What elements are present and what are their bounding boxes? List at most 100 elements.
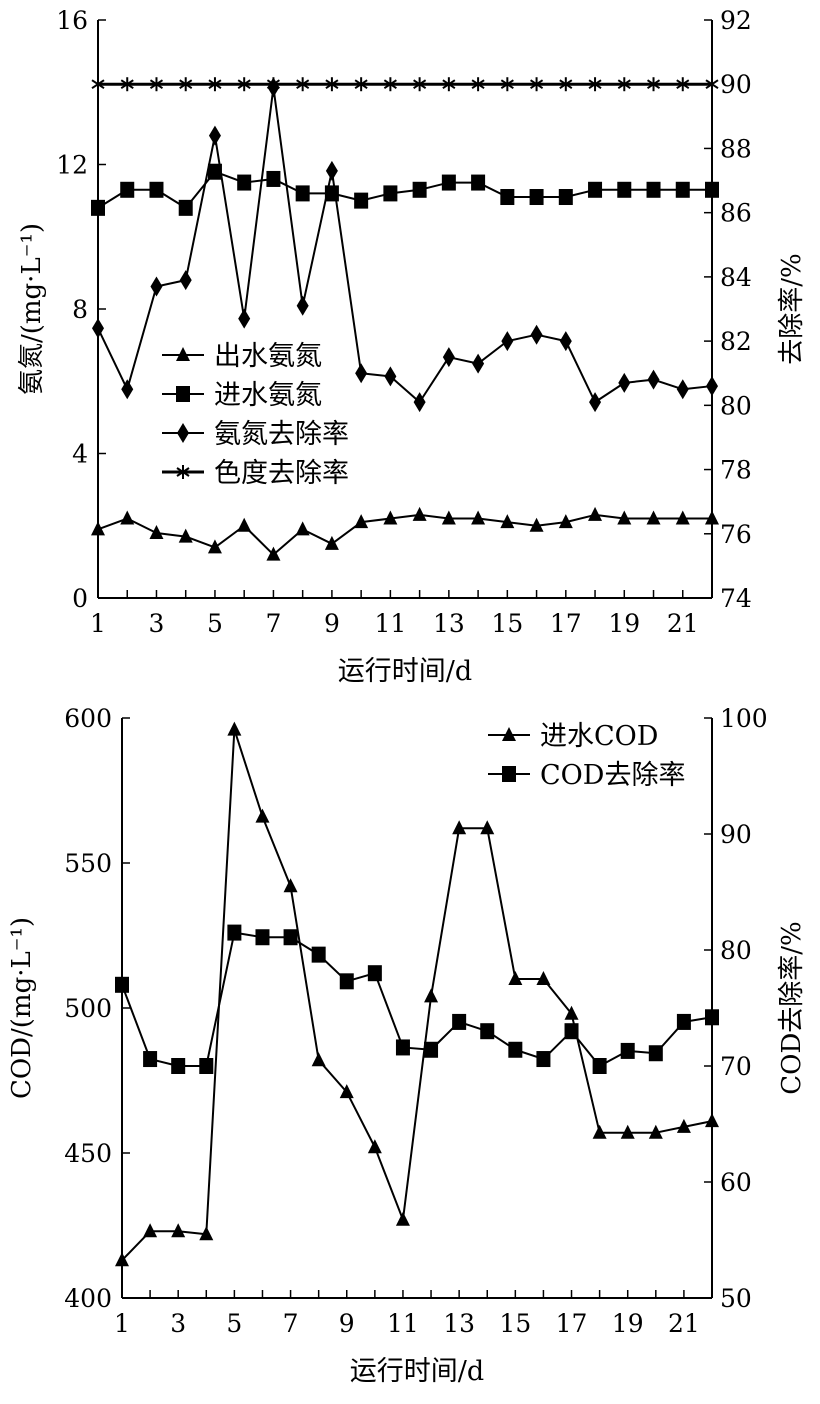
data-point — [199, 1058, 214, 1074]
data-point — [296, 77, 310, 92]
legend-item: 氨氮去除率 — [162, 419, 349, 450]
y-right-tick-label: 78 — [720, 456, 752, 485]
x-tick-label: 21 — [667, 609, 699, 638]
data-point — [355, 363, 368, 384]
data-point — [227, 721, 242, 736]
data-point — [238, 308, 251, 329]
data-point — [395, 1211, 410, 1226]
data-point — [675, 510, 690, 525]
data-point — [179, 270, 192, 291]
data-point — [311, 1052, 326, 1067]
chart-2: 1 3 5 7 9 11 13 15 17 19 2140045050055060050607080… — [7, 704, 807, 1387]
data-point — [471, 77, 485, 92]
x-tick-label: 13 — [443, 1309, 475, 1338]
x-tick-label: 7 — [283, 1309, 299, 1338]
data-point — [171, 1223, 186, 1238]
data-point — [150, 276, 163, 297]
data-point — [647, 369, 660, 390]
data-point — [120, 181, 135, 198]
data-point — [441, 174, 456, 191]
data-point — [536, 971, 551, 985]
y-right-tick-label: 82 — [720, 327, 752, 356]
data-point — [676, 77, 690, 92]
y-right-tick-label: 100 — [720, 704, 768, 733]
data-point — [617, 181, 632, 198]
data-point — [92, 318, 104, 339]
series-line — [97, 86, 713, 404]
data-point — [705, 77, 719, 92]
data-point — [452, 1013, 467, 1030]
data-point — [676, 379, 689, 400]
x-tick-label: 15 — [499, 1309, 531, 1338]
y-right-tick-label: 92 — [720, 6, 752, 35]
data-point — [207, 163, 222, 180]
data-point — [530, 77, 544, 92]
legend-label: 氨氮去除率 — [214, 419, 349, 450]
data-point — [339, 1084, 354, 1099]
x-tick-label: 5 — [207, 609, 223, 638]
series-进水氨氮 — [91, 163, 719, 216]
data-point — [618, 372, 631, 393]
data-point — [367, 965, 382, 982]
data-point — [120, 77, 134, 92]
data-point — [237, 77, 251, 92]
y-right-axis-title: 去除率/% — [777, 253, 807, 364]
y-left-tick-label: 500 — [64, 994, 112, 1023]
data-point — [471, 174, 486, 191]
data-point — [588, 181, 603, 198]
data-point — [149, 77, 164, 92]
y-right-tick-label: 74 — [720, 584, 752, 613]
x-tick-label: 15 — [491, 609, 523, 638]
data-point — [208, 77, 222, 92]
legend: 进水COD COD去除率 — [488, 721, 685, 791]
data-point — [266, 170, 281, 187]
data-point — [424, 1041, 439, 1058]
y-left-tick-label: 8 — [72, 295, 88, 324]
data-point — [588, 77, 602, 92]
data-point — [413, 77, 427, 92]
data-point — [412, 506, 427, 521]
x-tick-label: 3 — [149, 609, 165, 638]
y-left-tick-label: 400 — [64, 1284, 112, 1313]
data-point — [564, 1005, 579, 1020]
data-point — [295, 185, 310, 202]
legend-marker — [502, 727, 516, 741]
data-point — [143, 1051, 158, 1068]
y-right-tick-label: 76 — [720, 520, 752, 549]
data-point — [617, 510, 632, 525]
data-point — [452, 820, 467, 835]
legend-marker — [176, 465, 190, 479]
y-left-tick-label: 600 — [64, 704, 112, 733]
data-point — [208, 125, 221, 146]
series-进水COD — [115, 721, 719, 1267]
legend-item: 进水氨氮 — [162, 380, 322, 411]
y-left-tick-label: 12 — [56, 151, 88, 180]
data-point — [648, 1045, 663, 1062]
chart-1: 1 3 5 7 9 11 13 15 17 19 2104812167476788082848688… — [17, 6, 807, 687]
x-tick-label: 21 — [668, 1309, 700, 1338]
data-point — [237, 517, 252, 532]
data-point — [237, 174, 252, 191]
data-point — [149, 524, 164, 539]
data-point — [620, 1124, 635, 1139]
data-point — [367, 1139, 382, 1154]
legend-label: 色度去除率 — [214, 458, 349, 489]
legend-label: 出水氨氮 — [214, 341, 322, 372]
x-tick-label: 19 — [612, 1309, 644, 1338]
data-point — [120, 510, 135, 525]
y-left-tick-label: 4 — [72, 440, 88, 469]
data-point — [558, 189, 573, 206]
x-tick-label: 17 — [550, 609, 582, 638]
y-left-tick-label: 16 — [56, 6, 88, 35]
y-left-tick-label: 550 — [64, 849, 112, 878]
data-point — [283, 929, 298, 946]
y-right-tick-label: 70 — [720, 1052, 752, 1081]
y-right-tick-label: 80 — [720, 391, 752, 420]
data-point — [564, 1023, 579, 1040]
y-left-tick-label: 0 — [72, 584, 88, 613]
data-point — [266, 77, 280, 92]
data-point — [115, 976, 129, 993]
legend-item: 进水COD — [488, 721, 658, 752]
